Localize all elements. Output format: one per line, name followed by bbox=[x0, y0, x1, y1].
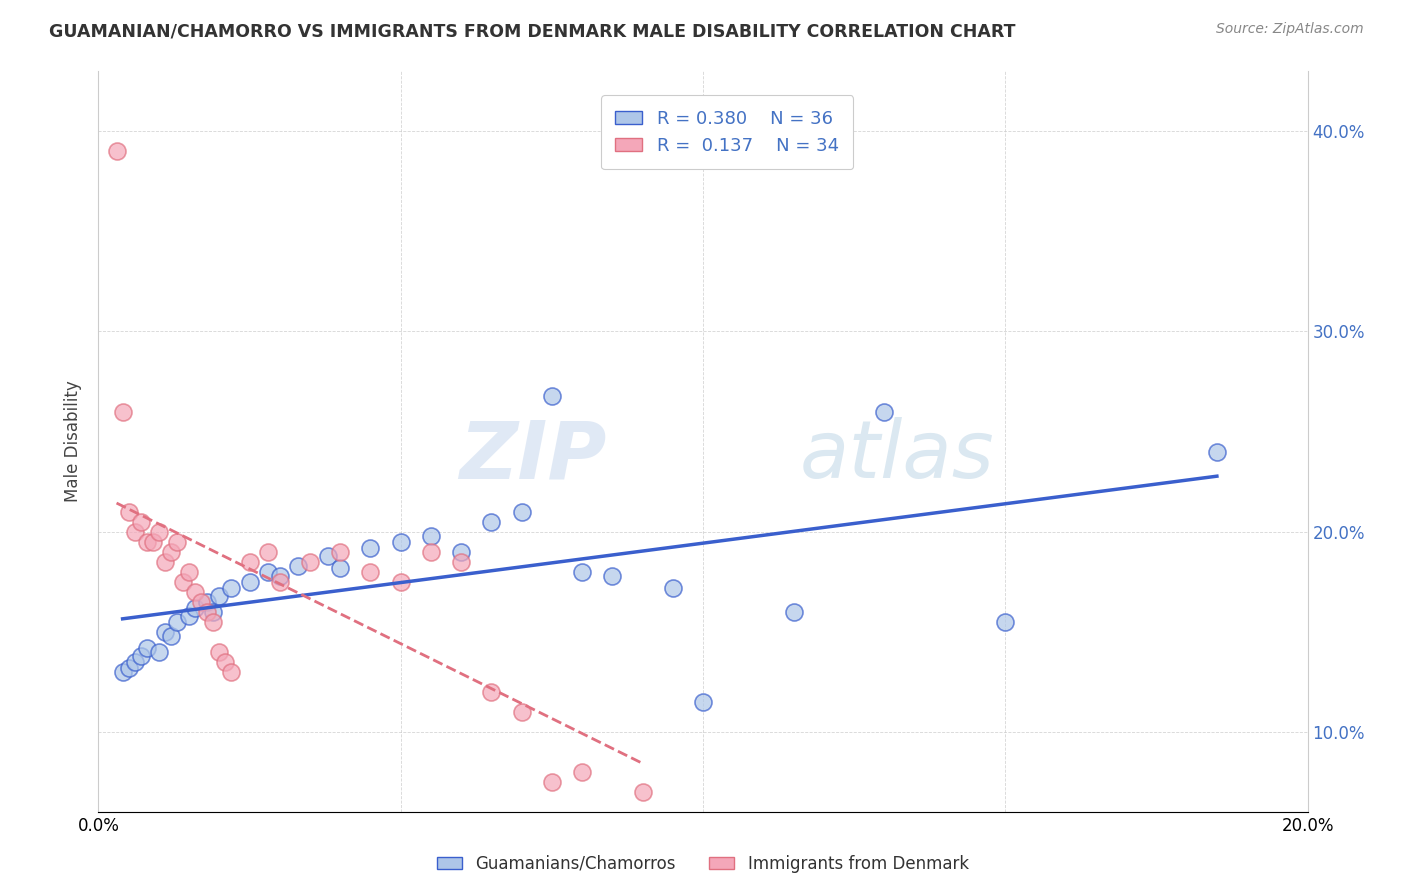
Point bbox=[783, 605, 806, 619]
Point bbox=[135, 640, 157, 655]
Point bbox=[269, 574, 291, 589]
Point bbox=[160, 629, 183, 643]
Point bbox=[166, 615, 188, 629]
Point bbox=[124, 655, 146, 669]
Legend: R = 0.380    N = 36, R =  0.137    N = 34: R = 0.380 N = 36, R = 0.137 N = 34 bbox=[600, 95, 853, 169]
Point bbox=[873, 404, 896, 418]
Point bbox=[195, 605, 218, 619]
Point bbox=[1206, 444, 1229, 458]
Point bbox=[571, 565, 593, 579]
Point bbox=[661, 581, 683, 595]
Point bbox=[481, 684, 503, 698]
Point bbox=[105, 145, 128, 159]
Point bbox=[166, 534, 188, 549]
Point bbox=[118, 660, 141, 674]
Point bbox=[221, 665, 243, 679]
Point bbox=[208, 589, 231, 603]
Point bbox=[420, 544, 443, 558]
Point bbox=[360, 565, 382, 579]
Point bbox=[450, 555, 472, 569]
Point bbox=[129, 515, 152, 529]
Point bbox=[602, 568, 624, 582]
Point bbox=[420, 528, 443, 542]
Point bbox=[129, 648, 152, 663]
Point bbox=[239, 574, 262, 589]
Point bbox=[450, 544, 472, 558]
Point bbox=[389, 574, 412, 589]
Point bbox=[360, 541, 382, 555]
Point bbox=[510, 705, 533, 719]
Legend: Guamanians/Chamorros, Immigrants from Denmark: Guamanians/Chamorros, Immigrants from De… bbox=[430, 848, 976, 880]
Y-axis label: Male Disability: Male Disability bbox=[65, 381, 83, 502]
Point bbox=[256, 565, 278, 579]
Point bbox=[389, 534, 412, 549]
Point bbox=[111, 665, 134, 679]
Point bbox=[256, 544, 278, 558]
Text: ZIP: ZIP bbox=[458, 417, 606, 495]
Point bbox=[153, 624, 176, 639]
Point bbox=[160, 544, 183, 558]
Point bbox=[184, 600, 207, 615]
Point bbox=[329, 544, 352, 558]
Point bbox=[208, 645, 231, 659]
Point bbox=[184, 584, 207, 599]
Point bbox=[111, 404, 134, 418]
Point bbox=[195, 594, 218, 608]
Point bbox=[135, 534, 157, 549]
Point bbox=[148, 524, 170, 539]
Point bbox=[692, 695, 714, 709]
Point bbox=[124, 524, 146, 539]
Point bbox=[153, 555, 176, 569]
Point bbox=[202, 615, 225, 629]
Point bbox=[142, 534, 165, 549]
Point bbox=[179, 565, 201, 579]
Point bbox=[316, 549, 339, 563]
Point bbox=[214, 655, 236, 669]
Point bbox=[540, 388, 562, 402]
Point bbox=[202, 605, 225, 619]
Text: GUAMANIAN/CHAMORRO VS IMMIGRANTS FROM DENMARK MALE DISABILITY CORRELATION CHART: GUAMANIAN/CHAMORRO VS IMMIGRANTS FROM DE… bbox=[49, 22, 1015, 40]
Text: Source: ZipAtlas.com: Source: ZipAtlas.com bbox=[1216, 22, 1364, 37]
Text: atlas: atlas bbox=[800, 417, 994, 495]
Point bbox=[510, 505, 533, 519]
Point bbox=[299, 555, 322, 569]
Point bbox=[994, 615, 1017, 629]
Point bbox=[329, 560, 352, 574]
Point bbox=[190, 594, 212, 608]
Point bbox=[481, 515, 503, 529]
Point bbox=[269, 568, 291, 582]
Point bbox=[172, 574, 194, 589]
Point bbox=[221, 581, 243, 595]
Point bbox=[179, 608, 201, 623]
Point bbox=[287, 558, 309, 573]
Point bbox=[540, 774, 562, 789]
Point bbox=[571, 764, 593, 779]
Point bbox=[118, 505, 141, 519]
Point bbox=[239, 555, 262, 569]
Point bbox=[148, 645, 170, 659]
Point bbox=[631, 785, 654, 799]
